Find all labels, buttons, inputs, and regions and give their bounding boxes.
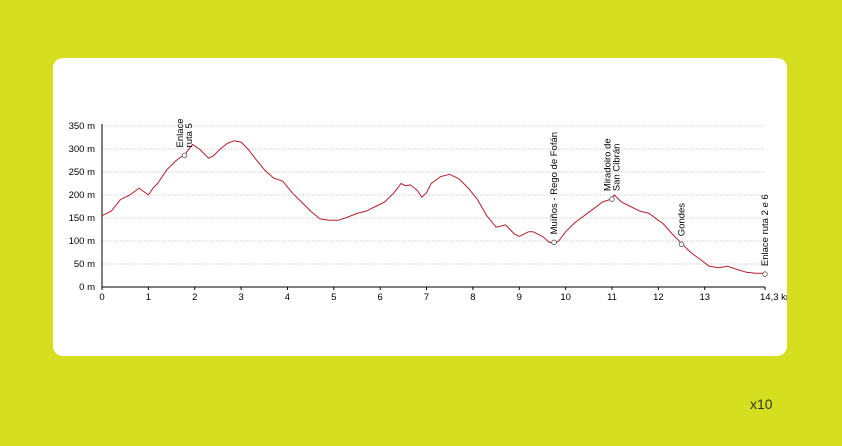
x-tick-label: 1 <box>146 292 151 303</box>
waypoint-label: Enlace ruta 2 e 6 <box>760 194 771 266</box>
waypoint-label: Gondes <box>677 203 688 237</box>
y-tick-label: 0 m <box>79 282 95 293</box>
y-tick-label: 50 m <box>74 259 95 270</box>
x-tick-label: 8 <box>470 292 475 303</box>
x-tick-label: 2 <box>192 292 197 303</box>
waypoint-marker <box>762 271 768 277</box>
waypoint-marker <box>551 239 557 246</box>
waypoint-marker <box>678 241 685 247</box>
waypoint-label: ruta 5 <box>184 123 195 147</box>
x-tick-label: 4 <box>285 292 290 303</box>
x-tick-label: 9 <box>517 292 522 303</box>
x-tick-label: 0 <box>99 292 104 303</box>
waypoint-marker <box>609 196 615 202</box>
x-tick-label: 12 <box>653 292 664 303</box>
x-tick-label: 7 <box>424 292 429 303</box>
x-tick-label: 11 <box>607 292 617 303</box>
x-tick-label: 5 <box>331 292 336 303</box>
waypoint-label: Enlace <box>175 118 186 147</box>
y-tick-label: 350 m <box>69 121 95 132</box>
x-tick-label: 3 <box>238 292 243 303</box>
waypoint-label: Muíños - Rego de Fofán <box>549 132 560 234</box>
x-tick-label: 10 <box>560 292 571 303</box>
zoom-level-label: x10 <box>750 396 773 412</box>
y-tick-label: 100 m <box>69 236 95 247</box>
waypoint-label: Miradoiro de <box>603 138 614 191</box>
x-tick-label: 13 <box>699 292 710 303</box>
x-tick-label: 14,3 km <box>760 292 787 303</box>
y-tick-label: 300 m <box>69 144 95 155</box>
elevation-line <box>101 140 765 274</box>
y-tick-label: 200 m <box>69 190 95 201</box>
waypoint-marker <box>181 152 188 159</box>
y-tick-label: 150 m <box>69 213 95 224</box>
waypoint-label: San Cibrán <box>612 144 623 192</box>
y-tick-label: 250 m <box>69 167 95 178</box>
x-tick-label: 6 <box>378 292 383 303</box>
